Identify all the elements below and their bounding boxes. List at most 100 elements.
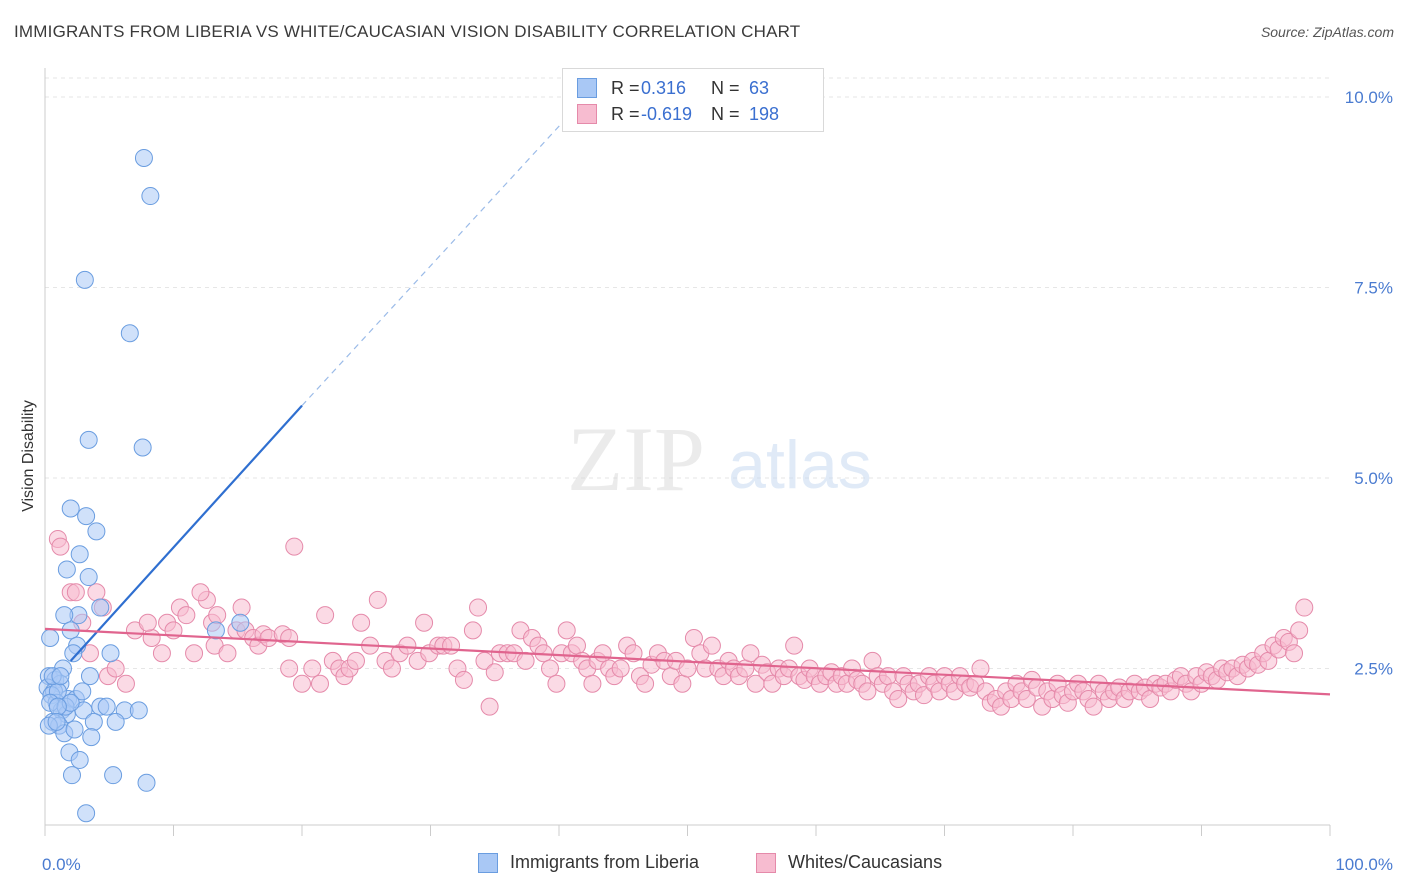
whites-point bbox=[889, 689, 908, 708]
liberia-point bbox=[87, 522, 106, 541]
whites-point bbox=[310, 674, 329, 693]
y-tick-label: 7.5% bbox=[1354, 279, 1393, 298]
liberia-point bbox=[47, 712, 66, 731]
liberia-swatch bbox=[478, 852, 498, 873]
whites-point bbox=[463, 621, 482, 640]
liberia-point bbox=[64, 644, 83, 663]
liberia-point bbox=[41, 629, 60, 648]
series-legend: Immigrants from Liberia Whites/Caucasian… bbox=[0, 852, 1406, 876]
x-tick-label: 100.0% bbox=[1335, 855, 1393, 874]
whites-point bbox=[858, 682, 877, 701]
whites-point bbox=[316, 606, 335, 625]
whites-point bbox=[567, 636, 586, 655]
whites-point bbox=[636, 674, 655, 693]
liberia-point bbox=[73, 682, 92, 701]
whites-point bbox=[191, 583, 210, 602]
liberia-point bbox=[79, 430, 98, 449]
y-axis-title: Vision Disability bbox=[20, 400, 37, 512]
liberia-point bbox=[231, 613, 250, 632]
y-tick-label: 2.5% bbox=[1354, 660, 1393, 679]
chart-title: IMMIGRANTS FROM LIBERIA VS WHITE/CAUCASI… bbox=[14, 22, 801, 41]
liberia-point bbox=[104, 766, 123, 785]
whites-point bbox=[785, 636, 804, 655]
whites-point bbox=[557, 621, 576, 640]
liberia-point bbox=[82, 728, 101, 747]
whites-point bbox=[1285, 644, 1304, 663]
whites-swatch bbox=[577, 104, 597, 124]
whites-point bbox=[1084, 697, 1103, 716]
whites-point bbox=[702, 636, 721, 655]
liberia-point bbox=[206, 621, 225, 640]
legend-item-liberia[interactable]: Immigrants from Liberia bbox=[478, 852, 699, 873]
liberia-trend-extension bbox=[301, 111, 573, 407]
whites-point bbox=[303, 659, 322, 678]
whites-point bbox=[152, 644, 171, 663]
whites-point bbox=[280, 659, 299, 678]
watermark: ZIP atlas bbox=[567, 408, 872, 510]
whites-point bbox=[398, 636, 417, 655]
whites-point bbox=[611, 659, 630, 678]
whites-point bbox=[208, 606, 227, 625]
legend-row-liberia: R = 0.316 N = 63 bbox=[577, 77, 769, 99]
y-tick-label: 5.0% bbox=[1354, 469, 1393, 488]
whites-point bbox=[442, 636, 461, 655]
whites-point bbox=[51, 537, 70, 556]
liberia-point bbox=[120, 324, 139, 343]
whites-point bbox=[741, 644, 760, 663]
whites-point bbox=[66, 583, 85, 602]
source-label: Source: ZipAtlas.com bbox=[1260, 24, 1394, 40]
liberia-point bbox=[97, 697, 116, 716]
whites-point bbox=[142, 629, 161, 648]
whites-point bbox=[480, 697, 499, 716]
liberia-point bbox=[141, 187, 160, 206]
liberia-point bbox=[133, 438, 152, 457]
liberia-point bbox=[79, 568, 98, 587]
whites-point bbox=[863, 651, 882, 670]
whites-point bbox=[541, 659, 560, 678]
trend-lines bbox=[44, 111, 1331, 696]
whites-point bbox=[485, 663, 504, 682]
liberia-point bbox=[84, 712, 103, 731]
whites-point bbox=[547, 674, 566, 693]
whites-point bbox=[516, 651, 535, 670]
liberia-trend-line bbox=[69, 404, 303, 662]
whites-point bbox=[624, 644, 643, 663]
stats-legend: R = 0.316 N = 63 R = -0.619 N = 198 bbox=[562, 68, 824, 132]
r-label: R = bbox=[611, 77, 640, 98]
whites-trend-line bbox=[44, 627, 1331, 696]
whites-point bbox=[177, 606, 196, 625]
liberia-point bbox=[137, 773, 156, 792]
r-label: R = bbox=[611, 103, 640, 124]
liberia-point bbox=[65, 720, 84, 739]
whites-point bbox=[185, 644, 204, 663]
whites-point bbox=[1290, 621, 1309, 640]
whites-point bbox=[593, 644, 612, 663]
watermark-atlas: atlas bbox=[728, 427, 872, 503]
liberia-point bbox=[55, 606, 74, 625]
whites-point bbox=[293, 674, 311, 693]
watermark-zip: ZIP bbox=[567, 408, 705, 510]
whites-point bbox=[285, 537, 304, 556]
grid-lines bbox=[45, 77, 1330, 669]
r-value: 0.316 bbox=[641, 77, 687, 98]
whites-point bbox=[87, 583, 106, 602]
liberia-point bbox=[57, 560, 76, 579]
legend-item-whites[interactable]: Whites/Caucasians bbox=[756, 852, 942, 873]
liberia-point bbox=[77, 804, 96, 823]
n-value: 63 bbox=[749, 77, 770, 98]
n-label: N = bbox=[711, 103, 740, 124]
legend-label-whites: Whites/Caucasians bbox=[788, 852, 943, 872]
liberia-point bbox=[70, 750, 89, 769]
whites-point bbox=[583, 674, 602, 693]
whites-point bbox=[280, 629, 299, 648]
whites-point bbox=[346, 651, 365, 670]
liberia-point bbox=[106, 712, 125, 731]
whites-point bbox=[678, 659, 697, 678]
liberia-point bbox=[61, 499, 80, 518]
whites-point bbox=[106, 659, 125, 678]
liberia-point bbox=[91, 598, 110, 617]
liberia-point bbox=[75, 270, 94, 289]
whites-point bbox=[878, 667, 897, 686]
legend-label-liberia: Immigrants from Liberia bbox=[510, 852, 700, 872]
